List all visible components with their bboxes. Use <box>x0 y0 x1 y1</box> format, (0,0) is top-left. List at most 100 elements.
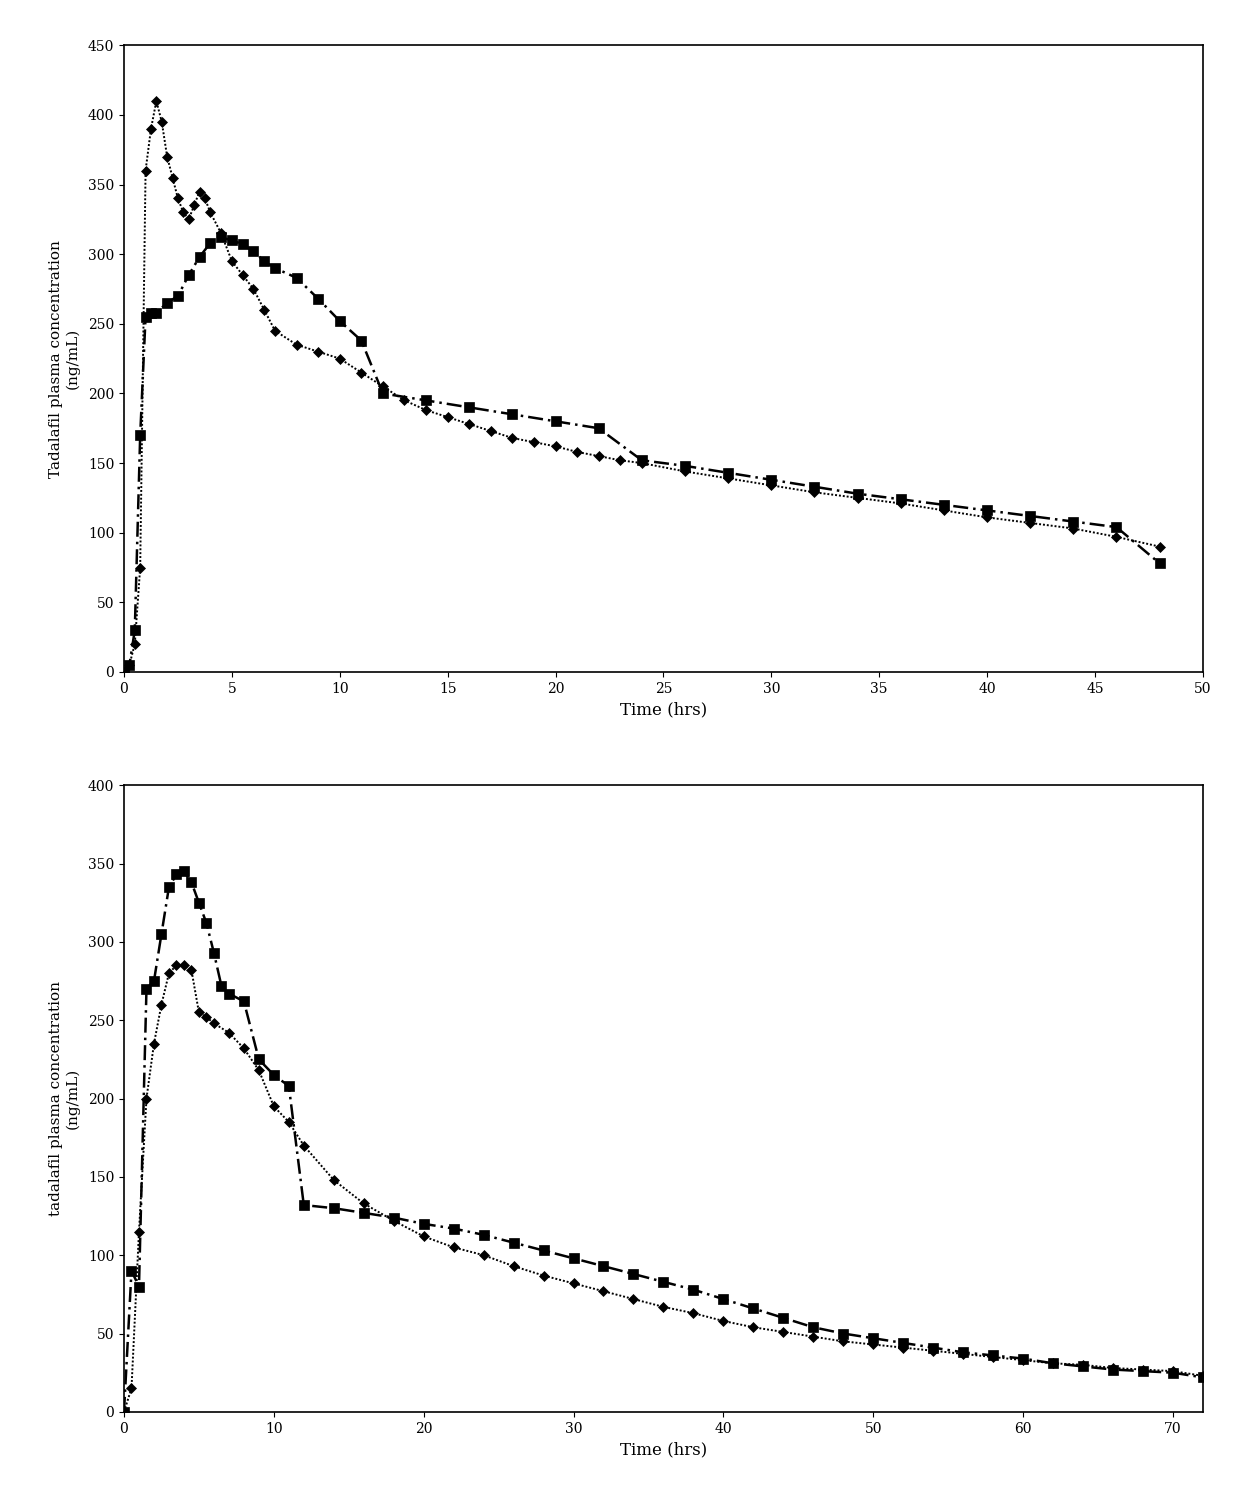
Cialis 20mg <box>122 655 136 673</box>
Cialis 20mg <box>980 501 994 519</box>
Cialis 20mg <box>170 287 186 305</box>
Cialis 20mg <box>146 972 161 991</box>
Tadalafil high GXF oral film <box>565 1274 580 1293</box>
Cialis 20mg <box>893 491 908 509</box>
Cialis 20mg <box>419 391 434 409</box>
Tadalafil high GXF oral film <box>356 1194 371 1213</box>
Tadalafil high GXF oral film <box>237 1039 252 1057</box>
Cialis 20mg <box>925 1338 940 1356</box>
Cialis 20mg <box>1152 554 1167 572</box>
Cialis 20mg <box>252 1051 267 1069</box>
Tadalafil high GXF oral film <box>1045 1354 1060 1373</box>
Cialis 20mg <box>138 308 153 326</box>
Tadalafil high GXF oral film <box>191 1003 206 1021</box>
Legend: Tadalafil low GXF oral film, Cialis 20mg: Tadalafil low GXF oral film, Cialis 20mg <box>425 793 901 815</box>
Cialis 20mg <box>764 471 779 489</box>
Cialis 20mg <box>461 399 476 417</box>
Cialis 20mg <box>1109 518 1123 536</box>
Cialis 20mg <box>807 477 822 495</box>
Tadalafil high GXF oral film <box>131 1223 146 1241</box>
Tadalafil high GXF oral film <box>146 1034 161 1052</box>
Cialis 20mg <box>866 1329 880 1347</box>
Cialis 20mg <box>215 977 229 995</box>
Cialis 20mg <box>1136 1362 1151 1380</box>
Cialis 20mg <box>417 1214 432 1232</box>
Tadalafil high GXF oral film <box>506 1258 521 1276</box>
Cialis 20mg <box>181 266 196 284</box>
Cialis 20mg <box>635 451 650 470</box>
Tadalafil high GXF oral film <box>296 1137 311 1155</box>
Cialis 20mg <box>246 242 260 260</box>
Tadalafil high GXF oral film <box>1075 1356 1090 1374</box>
Tadalafil high GXF oral film <box>281 1113 296 1131</box>
Tadalafil high GXF oral film <box>446 1238 461 1256</box>
Cialis 20mg <box>806 1318 821 1336</box>
Cialis 20mg <box>956 1344 971 1362</box>
Cialis 20mg <box>289 269 304 287</box>
Cialis 20mg <box>176 862 191 880</box>
Cialis 20mg <box>149 304 164 322</box>
Line: Tadalafil high GXF oral film: Tadalafil high GXF oral film <box>120 962 1207 1415</box>
Cialis 20mg <box>206 944 221 962</box>
Cialis 20mg <box>1066 512 1081 530</box>
Tadalafil low GXF oral film <box>149 92 164 110</box>
Cialis 20mg <box>565 1249 580 1267</box>
Cialis 20mg <box>548 412 563 430</box>
Tadalafil high GXF oral film <box>267 1098 281 1116</box>
Tadalafil high GXF oral film <box>715 1312 730 1330</box>
Cialis 20mg <box>198 914 213 932</box>
Cialis 20mg <box>356 1203 371 1222</box>
Tadalafil high GXF oral film <box>1106 1359 1121 1377</box>
Tadalafil high GXF oral film <box>626 1290 641 1308</box>
Cialis 20mg <box>596 1258 611 1276</box>
Cialis 20mg <box>1106 1361 1121 1379</box>
Tadalafil high GXF oral film <box>925 1342 940 1361</box>
Cialis 20mg <box>851 485 866 503</box>
Cialis 20mg <box>184 873 198 891</box>
Cialis 20mg <box>536 1241 551 1259</box>
Tadalafil high GXF oral film <box>326 1170 341 1188</box>
Cialis 20mg <box>745 1300 760 1318</box>
Cialis 20mg <box>131 1277 146 1296</box>
Tadalafil high GXF oral film <box>139 1090 154 1108</box>
Y-axis label: tadalafil plasma concentration
(ng/mL): tadalafil plasma concentration (ng/mL) <box>48 982 79 1216</box>
Tadalafil high GXF oral film <box>745 1318 760 1336</box>
Tadalafil high GXF oral film <box>866 1335 880 1353</box>
Cialis 20mg <box>1075 1357 1090 1376</box>
Tadalafil high GXF oral film <box>1195 1367 1210 1385</box>
Tadalafil high GXF oral film <box>184 960 198 978</box>
Tadalafil high GXF oral film <box>895 1338 910 1356</box>
Cialis 20mg <box>124 1262 139 1280</box>
Cialis 20mg <box>169 865 184 883</box>
Tadalafil high GXF oral film <box>206 1015 221 1033</box>
Cialis 20mg <box>1023 507 1038 525</box>
Tadalafil high GXF oral film <box>117 1403 131 1421</box>
Line: Tadalafil low GXF oral film: Tadalafil low GXF oral film <box>120 98 1163 675</box>
Cialis 20mg <box>1045 1354 1060 1373</box>
Cialis 20mg <box>836 1324 851 1342</box>
Tadalafil high GXF oral film <box>1136 1361 1151 1379</box>
Tadalafil high GXF oral film <box>476 1246 491 1264</box>
Tadalafil high GXF oral film <box>222 1024 237 1042</box>
Cialis 20mg <box>160 294 175 313</box>
Cialis 20mg <box>656 1273 671 1291</box>
Cialis 20mg <box>191 894 206 912</box>
Cialis 20mg <box>236 236 250 254</box>
Cialis 20mg <box>776 1309 791 1327</box>
Cialis 20mg <box>353 332 368 350</box>
Tadalafil high GXF oral film <box>176 956 191 974</box>
Tadalafil high GXF oral film <box>986 1348 1001 1367</box>
Tadalafil high GXF oral film <box>169 956 184 974</box>
Cialis 20mg <box>224 231 239 249</box>
Tadalafil low GXF oral film <box>236 266 250 284</box>
Tadalafil low GXF oral film <box>332 350 347 368</box>
Y-axis label: Tadalafil plasma concentration
(ng/mL): Tadalafil plasma concentration (ng/mL) <box>48 240 79 477</box>
Cialis 20mg <box>203 234 218 252</box>
Cialis 20mg <box>506 1234 521 1252</box>
Tadalafil high GXF oral film <box>1016 1351 1030 1370</box>
Cialis 20mg <box>326 1199 341 1217</box>
Cialis 20mg <box>686 1280 701 1299</box>
Cialis 20mg <box>1195 1368 1210 1386</box>
Cialis 20mg <box>192 248 207 266</box>
Tadalafil high GXF oral film <box>956 1345 971 1364</box>
